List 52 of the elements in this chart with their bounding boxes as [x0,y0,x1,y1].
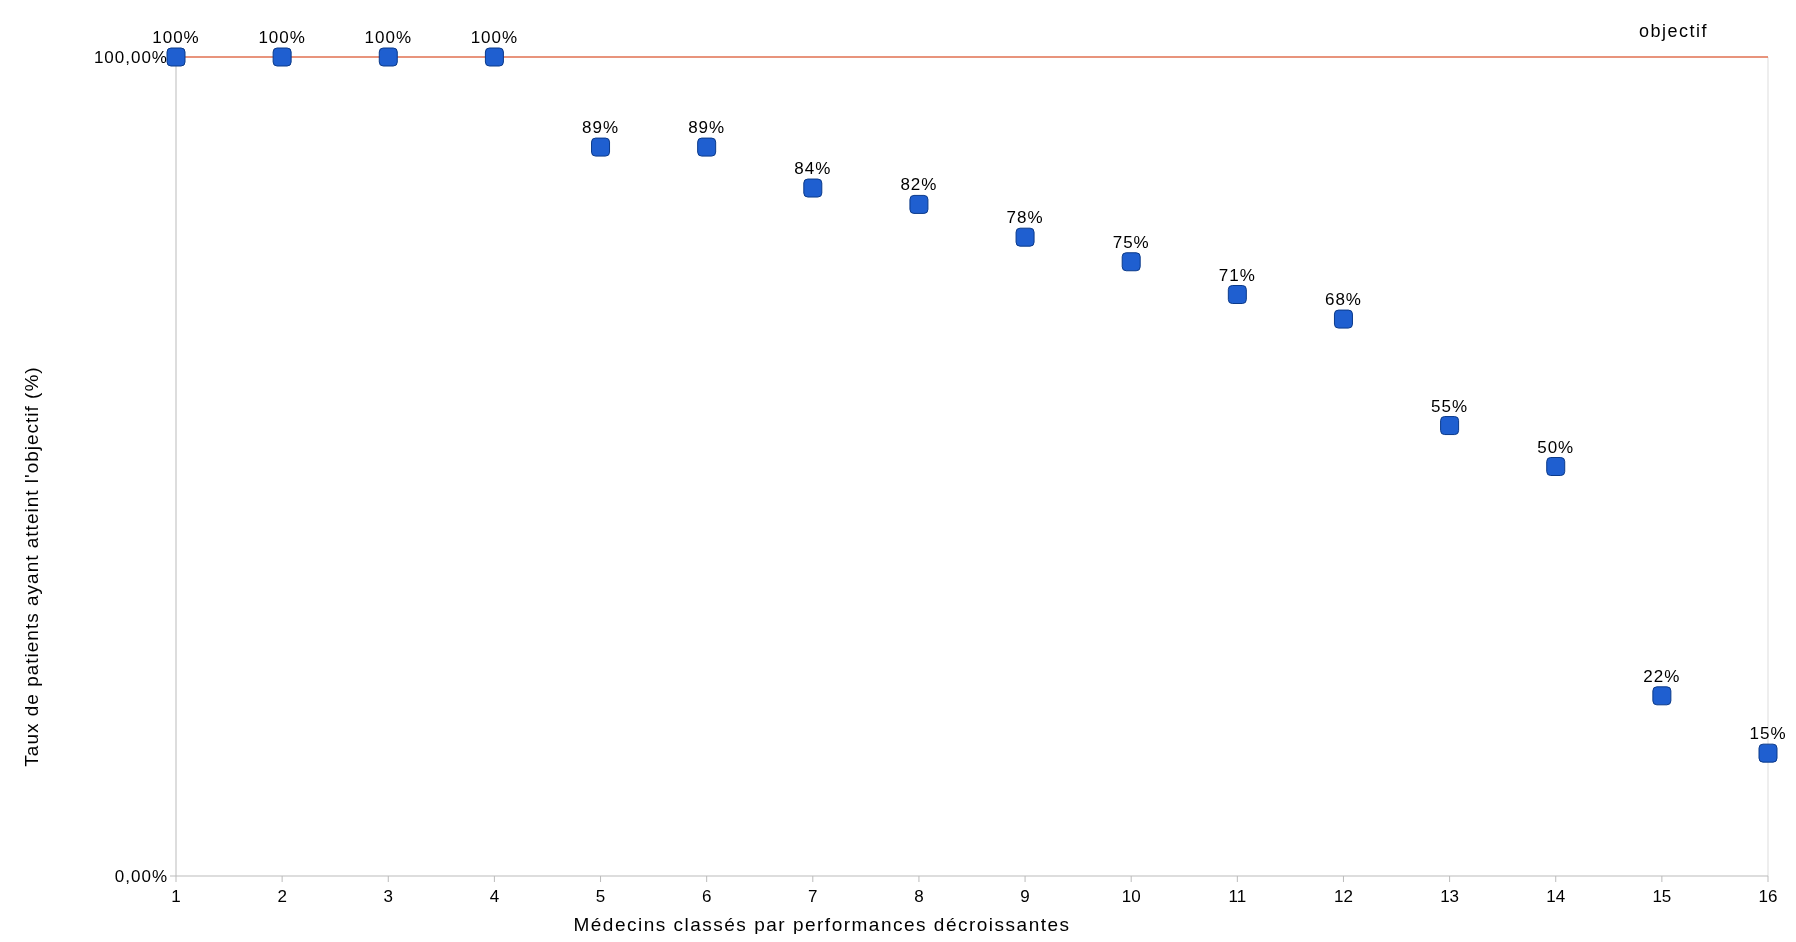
text: 22% [1643,666,1681,686]
text: 68% [1324,290,1362,310]
text: 100% [152,28,200,47]
text: 89% [688,118,726,138]
point [803,178,823,198]
point [1652,686,1672,706]
point [1015,227,1035,247]
text: 100% [258,28,306,47]
point [272,47,292,67]
text: 78% [1006,208,1044,228]
text: 100% [470,28,519,47]
point [1227,285,1247,305]
point [1121,252,1141,272]
text: 15% [1749,724,1787,744]
text: 84% [794,159,832,179]
x-tick-label: 13 [1440,887,1460,906]
y-tick-label: 0,00% [114,866,168,886]
y-tick-label: 100,00% [93,47,168,67]
point [1333,309,1353,329]
point [1546,457,1566,476]
text: 100% [364,28,413,47]
x-tick-label: 1 [171,887,181,906]
text: 82% [900,175,938,195]
y-axis-title: Taux de patients ayant atteint l'objectif (%) [21,366,42,767]
text: 55% [1431,396,1469,416]
x-tick-label: 10 [1121,887,1141,906]
x-tick-label: 14 [1546,887,1566,906]
point [1440,416,1460,436]
text: 89% [582,118,620,138]
x-tick-label: 6 [701,887,712,906]
x-tick-label: 8 [914,887,924,906]
point [1758,743,1778,763]
x-tick-label: 11 [1228,887,1247,906]
point [484,47,504,67]
x-tick-label: 12 [1334,887,1353,906]
point [378,47,398,67]
x-tick-label: 16 [1758,887,1778,906]
x-tick-label: 5 [595,887,606,906]
ref-line-label: objectif [1638,21,1708,41]
point [909,194,929,214]
point [697,137,717,157]
x-tick-label: 15 [1652,887,1672,906]
x-tick-label: 3 [383,887,393,906]
x-tick-label: 7 [808,887,818,906]
text: 75% [1112,232,1150,252]
x-tick-label: 2 [277,887,287,906]
text: 50% [1537,437,1575,457]
text: 71% [1218,265,1256,285]
point [591,137,611,157]
x-tick-label: 9 [1020,887,1030,906]
point [166,47,186,67]
x-tick-label: 4 [489,887,500,906]
